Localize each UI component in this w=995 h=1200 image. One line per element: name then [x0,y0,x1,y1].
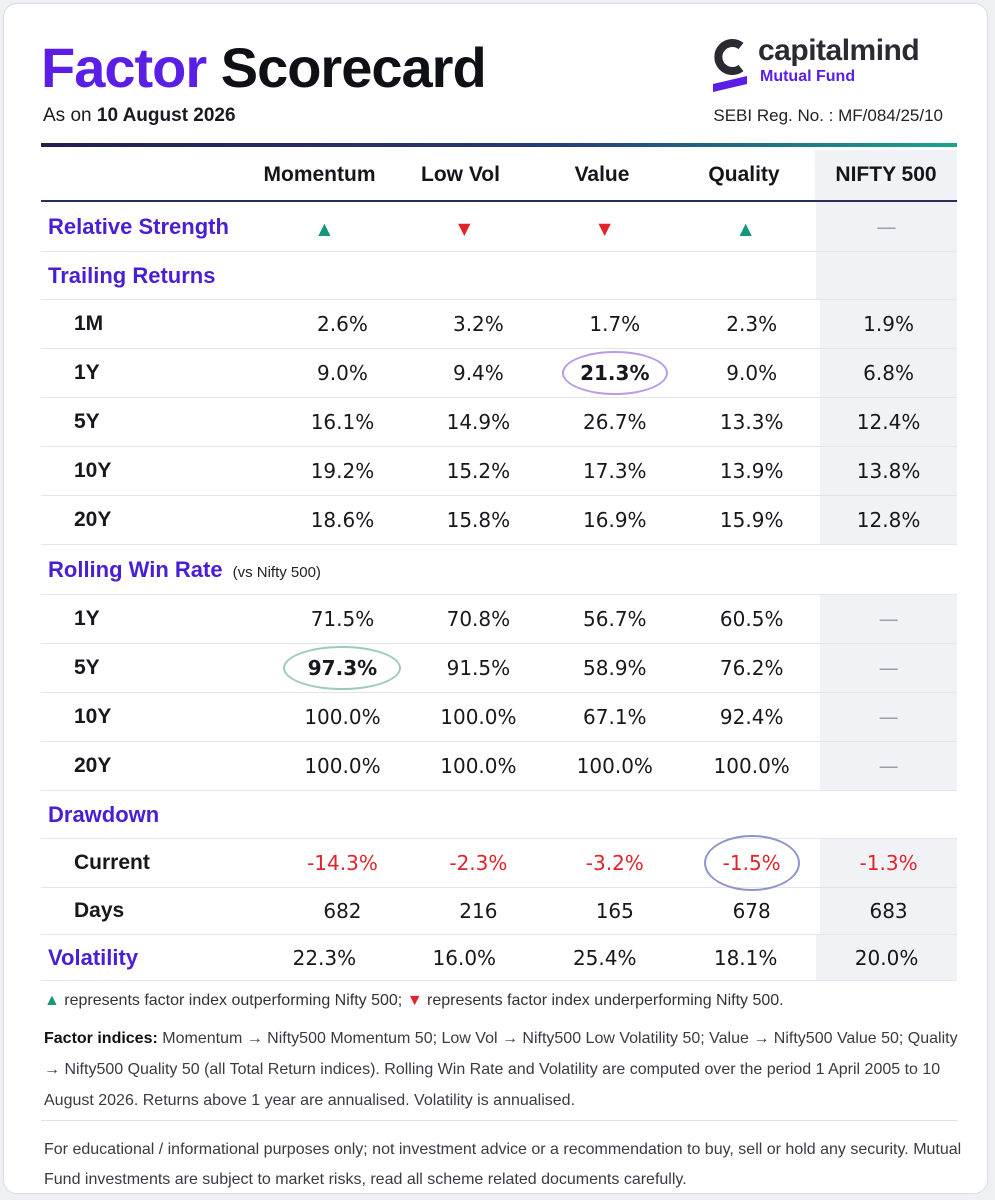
header-divider [41,143,957,147]
up-triangle-icon: ▲ [739,218,752,238]
table-row: Days 682 216 165 678 683 [41,888,958,935]
capitalmind-logo: capitalmind Mutual Fund [710,32,950,92]
scorecard-card: Factor Scorecard As on 10 August 2026 ca… [3,3,988,1194]
highlighted-value: 21.3% [580,361,650,385]
up-triangle-icon: ▲ [318,218,331,238]
table-row: 5Y 16.1% 14.9% 26.7% 13.3% 12.4% [41,398,958,447]
disclaimer: For educational / informational purposes… [44,1141,962,1188]
table-row: Current -14.3% -2.3% -3.2% -1.5% -1.3% [41,835,958,891]
brand-name: capitalmind [758,34,920,67]
section-note: (vs Nifty 500) [232,563,321,581]
section-volatility: Volatility [48,944,139,970]
section-relative-strength: Relative Strength [48,213,229,239]
down-triangle-icon: ▼ [458,218,471,238]
footer-divider [41,1120,957,1121]
scorecard-table: Momentum Low Vol Value Quality NIFTY 500… [41,150,958,981]
table-row: 10Y 19.2% 15.2% 17.3% 13.9% 13.8% [41,447,958,496]
sebi-reg-no: SEBI Reg. No. : MF/084/25/10 [713,106,943,125]
section-rolling-win-rate: Rolling Win Rate [48,556,223,582]
section-row: Rolling Win Rate (vs Nifty 500) [41,545,957,595]
section-trailing-returns: Trailing Returns [48,262,216,288]
section-drawdown: Drawdown [48,801,160,827]
volatility-row: Volatility 22.3% 16.0% 25.4% 18.1% 20.0% [41,935,958,981]
section-row: Drawdown [41,791,958,839]
dash-icon: — [816,202,958,251]
table-header: Momentum Low Vol Value Quality NIFTY 500 [41,150,957,202]
col-low-vol: Low Vol [421,163,500,186]
up-triangle-icon: ▲ [44,992,60,1009]
legend: ▲ represents factor index outperforming … [44,992,784,1009]
col-quality: Quality [708,163,780,186]
capitalmind-logo-icon [713,39,747,92]
col-value: Value [574,163,630,186]
brand-sub: Mutual Fund [760,68,856,85]
title-scorecard: Scorecard [220,36,487,99]
down-triangle-icon: ▼ [406,992,423,1009]
section-row: Trailing Returns [41,252,958,300]
table-row: 5Y 97.3% 91.5% 58.9% 76.2% — [41,644,958,693]
page-title: Factor Scorecard [41,36,487,100]
title-factor: Factor [41,36,207,99]
col-momentum: Momentum [263,163,376,186]
table-row: 20Y 100.0% 100.0% 100.0% 100.0% — [41,742,958,791]
table-row: 1M 2.6% 3.2% 1.7% 2.3% 1.9% [41,300,958,349]
table-row: 20Y 18.6% 15.8% 16.9% 15.9% 12.8% [41,496,958,545]
highlighted-value: 97.3% [307,656,378,680]
table-row: 1Y 71.5% 70.8% 56.7% 60.5% — [41,595,958,644]
table-row: 10Y 100.0% 100.0% 67.1% 92.4% — [41,693,958,742]
down-triangle-icon: ▼ [598,218,611,238]
as-on-date: As on 10 August 2026 [43,105,236,126]
col-nifty500: NIFTY 500 [815,150,957,200]
methodology-notes: Factor indices: Momentum → Nifty500 Mome… [44,1030,958,1109]
highlighted-value: -1.5% [722,851,781,875]
table-row: 1Y 9.0% 9.4% 21.3% 9.0% 6.8% [41,349,958,398]
relative-strength-row: Relative Strength ▲ ▼ ▼ ▲ — [41,202,958,252]
